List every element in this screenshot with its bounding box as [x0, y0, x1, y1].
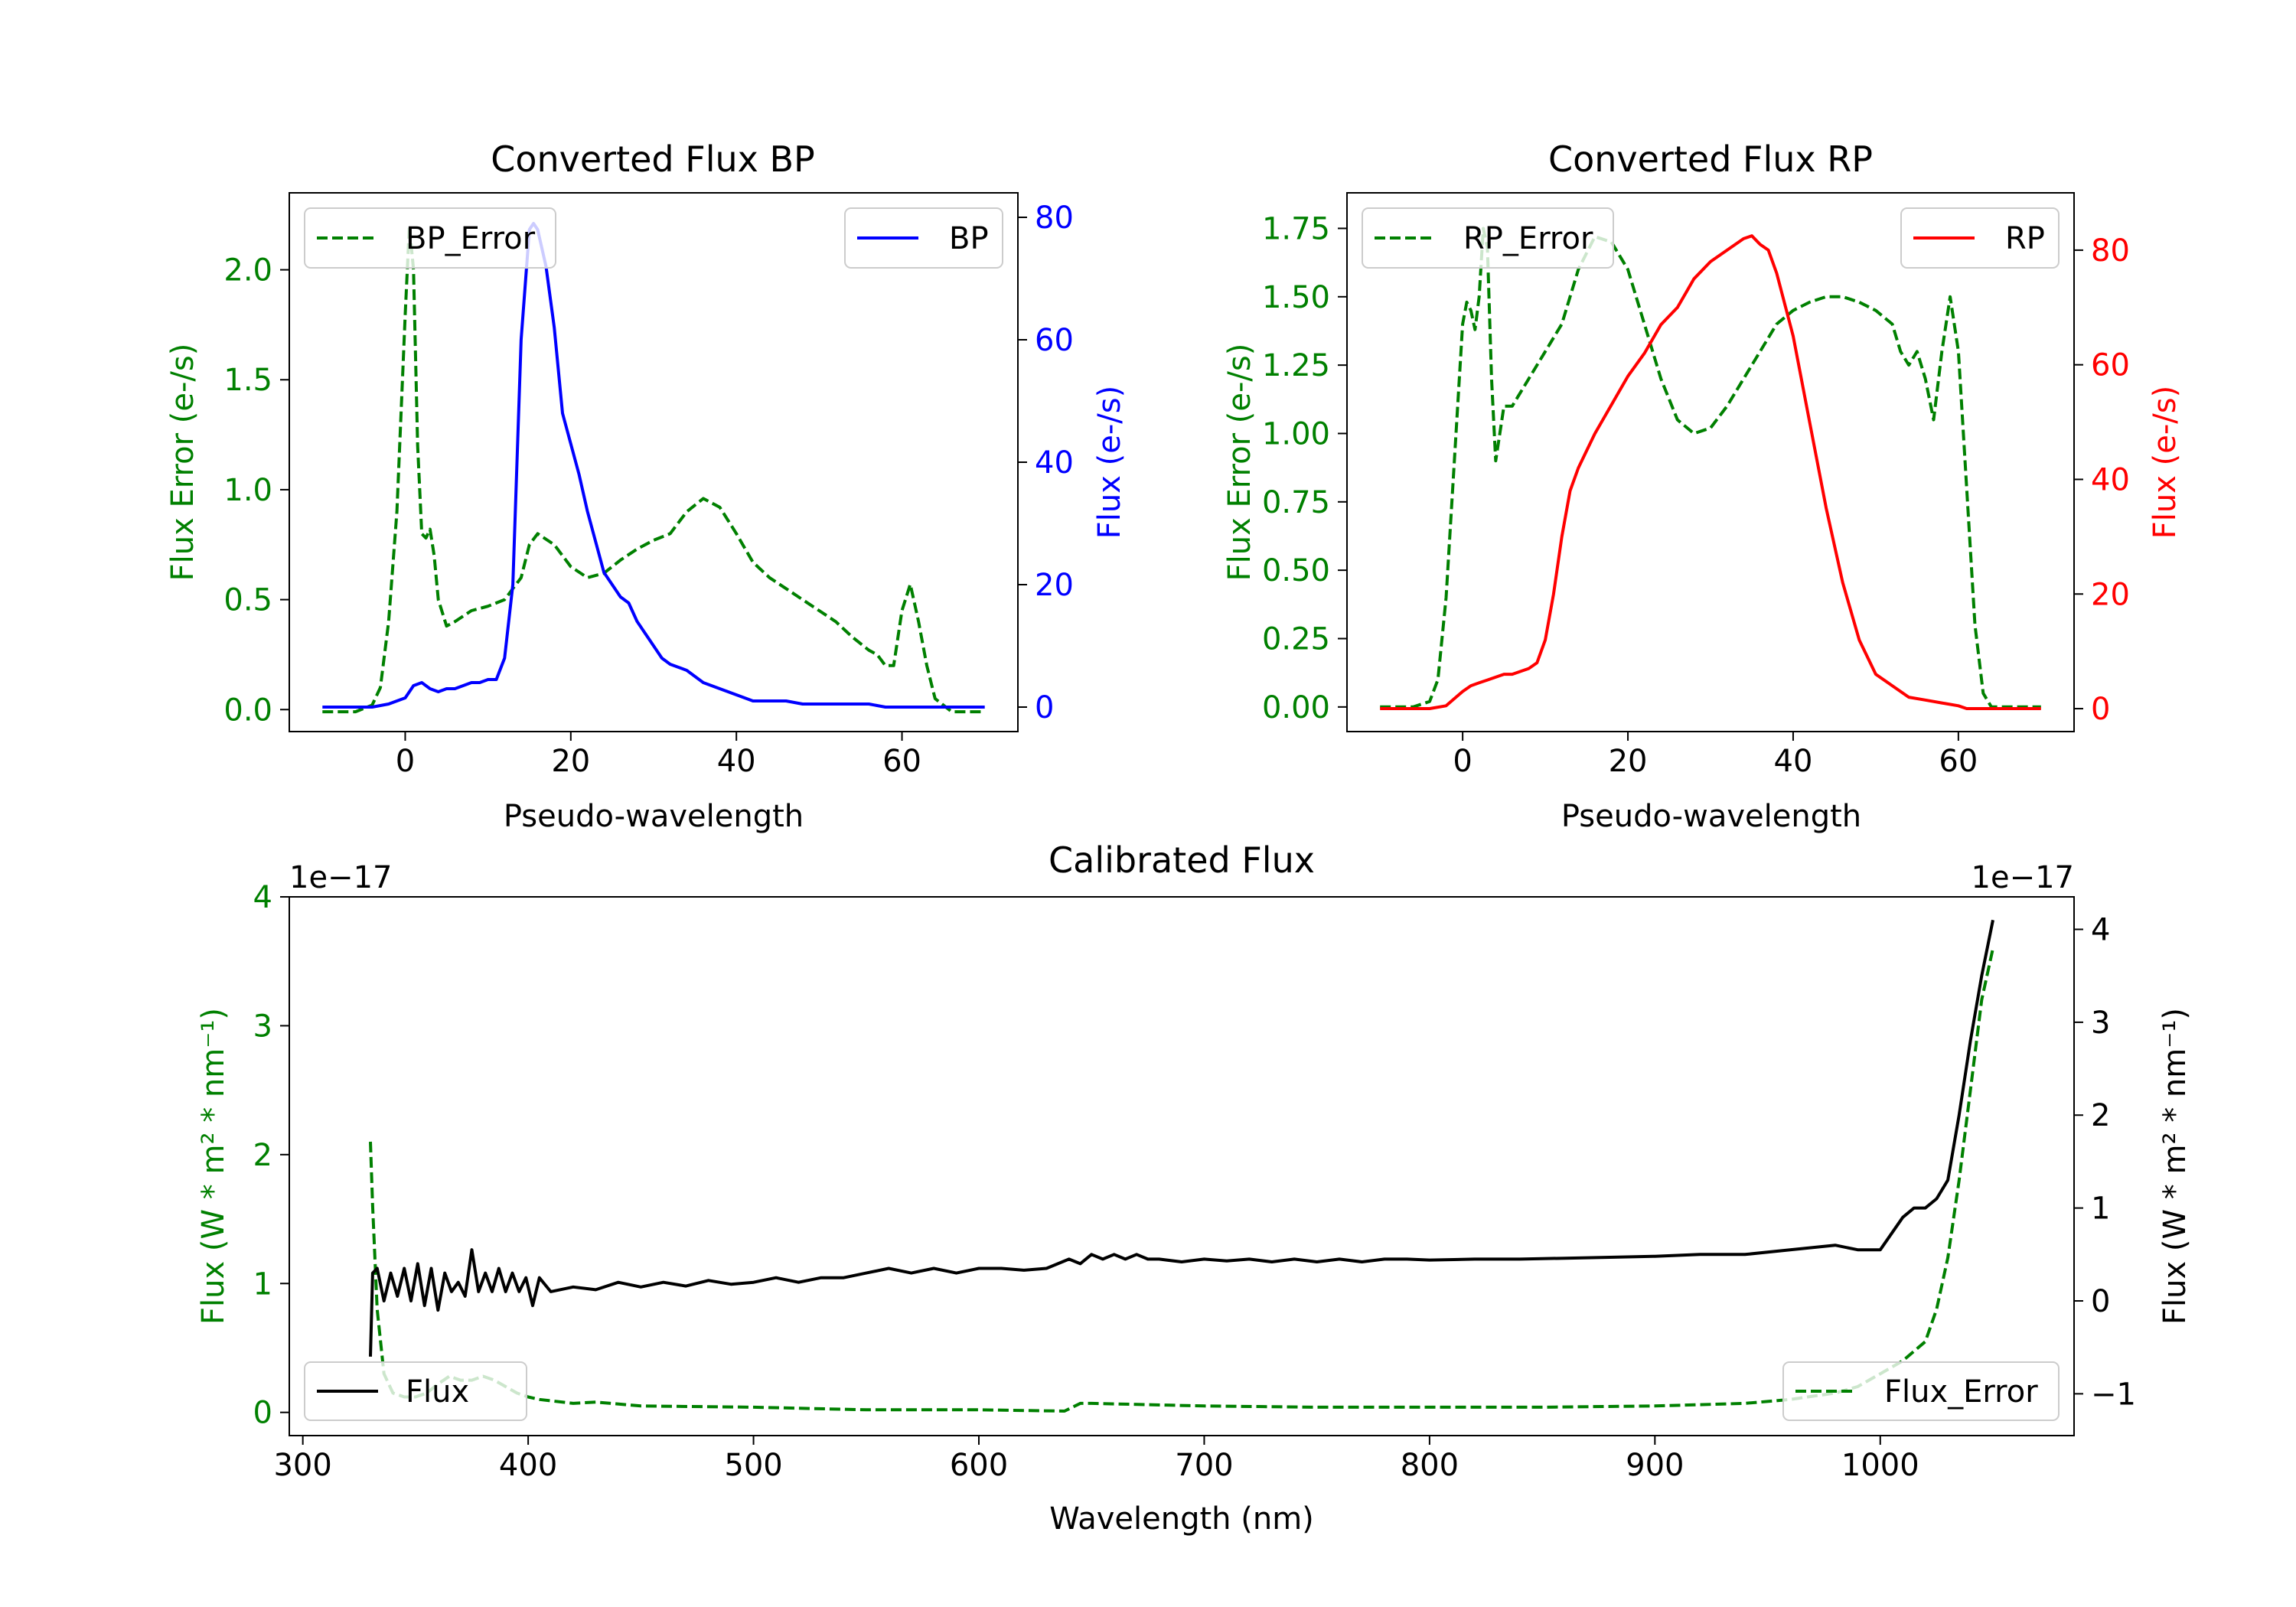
bp-bp-line	[322, 222, 985, 709]
rp-right-y-tick-label: 20	[2091, 577, 2130, 612]
bp-flux-series-group	[322, 222, 985, 709]
rp-legend-left: RP_Error	[1362, 207, 1614, 269]
bp-right-y-axis-label: Flux (e-/s)	[1092, 386, 1127, 539]
calibrated-chart: Calibrated Flux 300 400 500 600 700 800 900 100…	[196, 839, 2193, 1537]
rp-left-y-axis-label: Flux Error (e-/s)	[1222, 344, 1257, 582]
bp-right-y-tick-label: 40	[1035, 445, 1074, 481]
calibrated-x-ticks: 300 400 500 600 700 800 900 1000	[273, 1436, 1919, 1483]
calibrated-plot-frame	[289, 896, 2075, 1436]
calibrated-flux-error-legend-label: Flux_Error	[1884, 1374, 2038, 1410]
calibrated-flux-series-group	[369, 919, 1994, 1357]
calibrated-x-tick-label: 300	[273, 1448, 331, 1483]
calibrated-right-y-tick-label: 4	[2091, 912, 2110, 947]
calibrated-right-y-tick-label: 0	[2091, 1284, 2110, 1319]
calibrated-x-tick-label: 900	[1626, 1448, 1684, 1483]
bp-error-legend-label: BP_Error	[406, 221, 536, 256]
bp-chart: Converted Flux BP 0 20 40 60 0.0 0.5 1.0 1.5 2.…	[165, 139, 1127, 834]
bp-left-y-tick-label: 1.0	[223, 473, 272, 508]
bp-legend-left: BP_Error	[304, 207, 556, 269]
rp-right-y-tick-label: 60	[2091, 348, 2130, 383]
bp-left-y-axis-label: Flux Error (e-/s)	[165, 344, 201, 582]
calibrated-left-offset: 1e−17	[289, 860, 392, 895]
rp-error-legend-label: RP_Error	[1463, 221, 1593, 256]
rp-left-y-ticks: 0.00 0.25 0.50 0.75 1.00 1.25 1.50 1.75	[1262, 211, 1347, 725]
calibrated-x-tick-label: 600	[950, 1448, 1008, 1483]
bp-title: Converted Flux BP	[491, 139, 815, 180]
bp-right-y-tick-label: 80	[1035, 200, 1074, 236]
calibrated-left-y-tick-label: 1	[253, 1266, 272, 1302]
bp-x-tick-label: 60	[882, 744, 921, 779]
calibrated-x-tick-label: 800	[1401, 1448, 1459, 1483]
calibrated-x-tick-label: 400	[499, 1448, 557, 1483]
calibrated-x-tick-label: 700	[1175, 1448, 1233, 1483]
calibrated-left-y-tick-label: 2	[253, 1138, 272, 1173]
calibrated-legend-right: Flux_Error	[1782, 1361, 2060, 1421]
rp-plot-frame	[1346, 192, 2075, 732]
rp-right-y-tick-label: 80	[2091, 233, 2130, 269]
calibrated-left-y-axis-label: Flux (W * m² * nm⁻¹)	[196, 1008, 231, 1325]
rp-right-y-tick-label: 0	[2091, 692, 2110, 727]
rp-title: Converted Flux RP	[1548, 139, 1873, 180]
bp-x-tick-label: 40	[717, 744, 756, 779]
calibrated-right-y-axis-label: Flux (W * m² * nm⁻¹)	[2157, 1008, 2193, 1325]
calibrated-right-y-tick-label: 2	[2091, 1098, 2110, 1133]
calibrated-right-y-tick-label: −1	[2091, 1377, 2136, 1412]
bp-x-tick-label: 20	[551, 744, 590, 779]
calibrated-left-y-tick-label: 0	[253, 1396, 272, 1431]
calibrated-flux-legend-label: Flux	[406, 1374, 469, 1410]
calibrated-x-axis-label: Wavelength (nm)	[1049, 1501, 1314, 1537]
rp-left-y-tick-label: 0.25	[1262, 621, 1330, 657]
rp-flux-series-group	[1380, 234, 2041, 710]
rp-left-y-tick-label: 0.00	[1262, 690, 1330, 725]
rp-x-tick-label: 0	[1453, 744, 1472, 779]
calibrated-left-y-tick-label: 4	[253, 880, 272, 915]
rp-left-y-tick-label: 1.75	[1262, 211, 1330, 246]
bp-legend-right: BP	[844, 207, 1003, 269]
rp-right-y-tick-label: 40	[2091, 462, 2130, 497]
bp-x-axis-label: Pseudo-wavelength	[504, 799, 804, 834]
rp-left-y-tick-label: 1.50	[1262, 280, 1330, 315]
rp-x-axis-label: Pseudo-wavelength	[1561, 799, 1861, 834]
rp-right-y-ticks: 0 20 40 60 80	[2074, 233, 2130, 727]
rp-chart: Converted Flux RP 0 20 40 60 0.000.250.500.…	[1222, 139, 2183, 834]
rp-left-y-tick-label: 0.75	[1262, 485, 1330, 520]
rp-left-y-tick-label: 0.50	[1262, 553, 1330, 588]
calibrated-right-y-tick-label: 1	[2091, 1191, 2110, 1227]
rp-x-ticks: 0 20 40 60	[1453, 732, 1978, 779]
rp-rp-line	[1380, 234, 2041, 710]
bp-x-ticks: 0 20 40 60	[396, 732, 921, 779]
bp-left-y-tick-label: 0.5	[223, 583, 272, 618]
rp-left-y-tick-label: 1.00	[1262, 416, 1330, 451]
calibrated-right-y-ticks: −1 0 1 2 3 4	[2074, 912, 2136, 1412]
bp-flux-legend-label: BP	[949, 221, 989, 256]
rp-flux-legend-label: RP	[2005, 221, 2045, 256]
calibrated-flux-line	[369, 919, 1994, 1357]
calibrated-right-y-tick-label: 3	[2091, 1006, 2110, 1041]
rp-error-series-group	[1380, 227, 2041, 709]
calibrated-left-y-tick-label: 3	[253, 1009, 272, 1044]
rp-x-tick-label: 40	[1774, 744, 1813, 779]
bp-left-y-tick-label: 1.5	[223, 363, 272, 398]
rp-x-tick-label: 60	[1939, 744, 1978, 779]
bp-left-y-ticks: 0.0 0.5 1.0 1.5 2.0	[223, 253, 289, 728]
rp-x-tick-label: 20	[1609, 744, 1648, 779]
rp-legend-right: RP	[1900, 207, 2060, 269]
calibrated-x-tick-label: 500	[724, 1448, 782, 1483]
calibrated-title: Calibrated Flux	[1049, 839, 1315, 881]
rp-left-y-tick-label: 1.25	[1262, 348, 1330, 383]
calibrated-left-y-ticks: 0 1 2 3 4	[253, 880, 289, 1431]
bp-left-y-tick-label: 0.0	[223, 693, 272, 728]
bp-x-tick-label: 0	[396, 744, 415, 779]
rp-rp-error-line	[1380, 227, 2041, 709]
calibrated-x-tick-label: 1000	[1841, 1448, 1919, 1483]
bp-right-y-tick-label: 0	[1035, 690, 1054, 725]
rp-right-y-axis-label: Flux (e-/s)	[2148, 386, 2183, 539]
calibrated-right-offset: 1e−17	[1971, 860, 2074, 895]
calibrated-legend-left: Flux	[304, 1361, 527, 1421]
bp-right-y-tick-label: 20	[1035, 568, 1074, 603]
bp-left-y-tick-label: 2.0	[223, 253, 272, 288]
bp-right-y-ticks: 0 20 40 60 80	[1018, 200, 1074, 725]
bp-right-y-tick-label: 60	[1035, 323, 1074, 358]
